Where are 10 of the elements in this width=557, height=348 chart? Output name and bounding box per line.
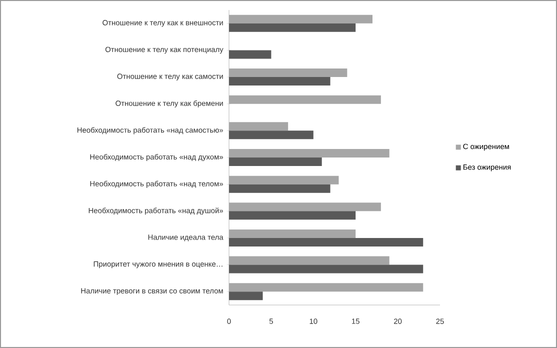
bar [229,264,424,274]
bar [229,50,272,59]
bar [229,184,330,193]
bar [229,238,424,246]
bar [229,77,330,86]
bar [229,211,356,220]
bar [229,292,263,300]
bar [229,158,322,166]
bar [229,23,356,32]
bar [229,130,314,140]
